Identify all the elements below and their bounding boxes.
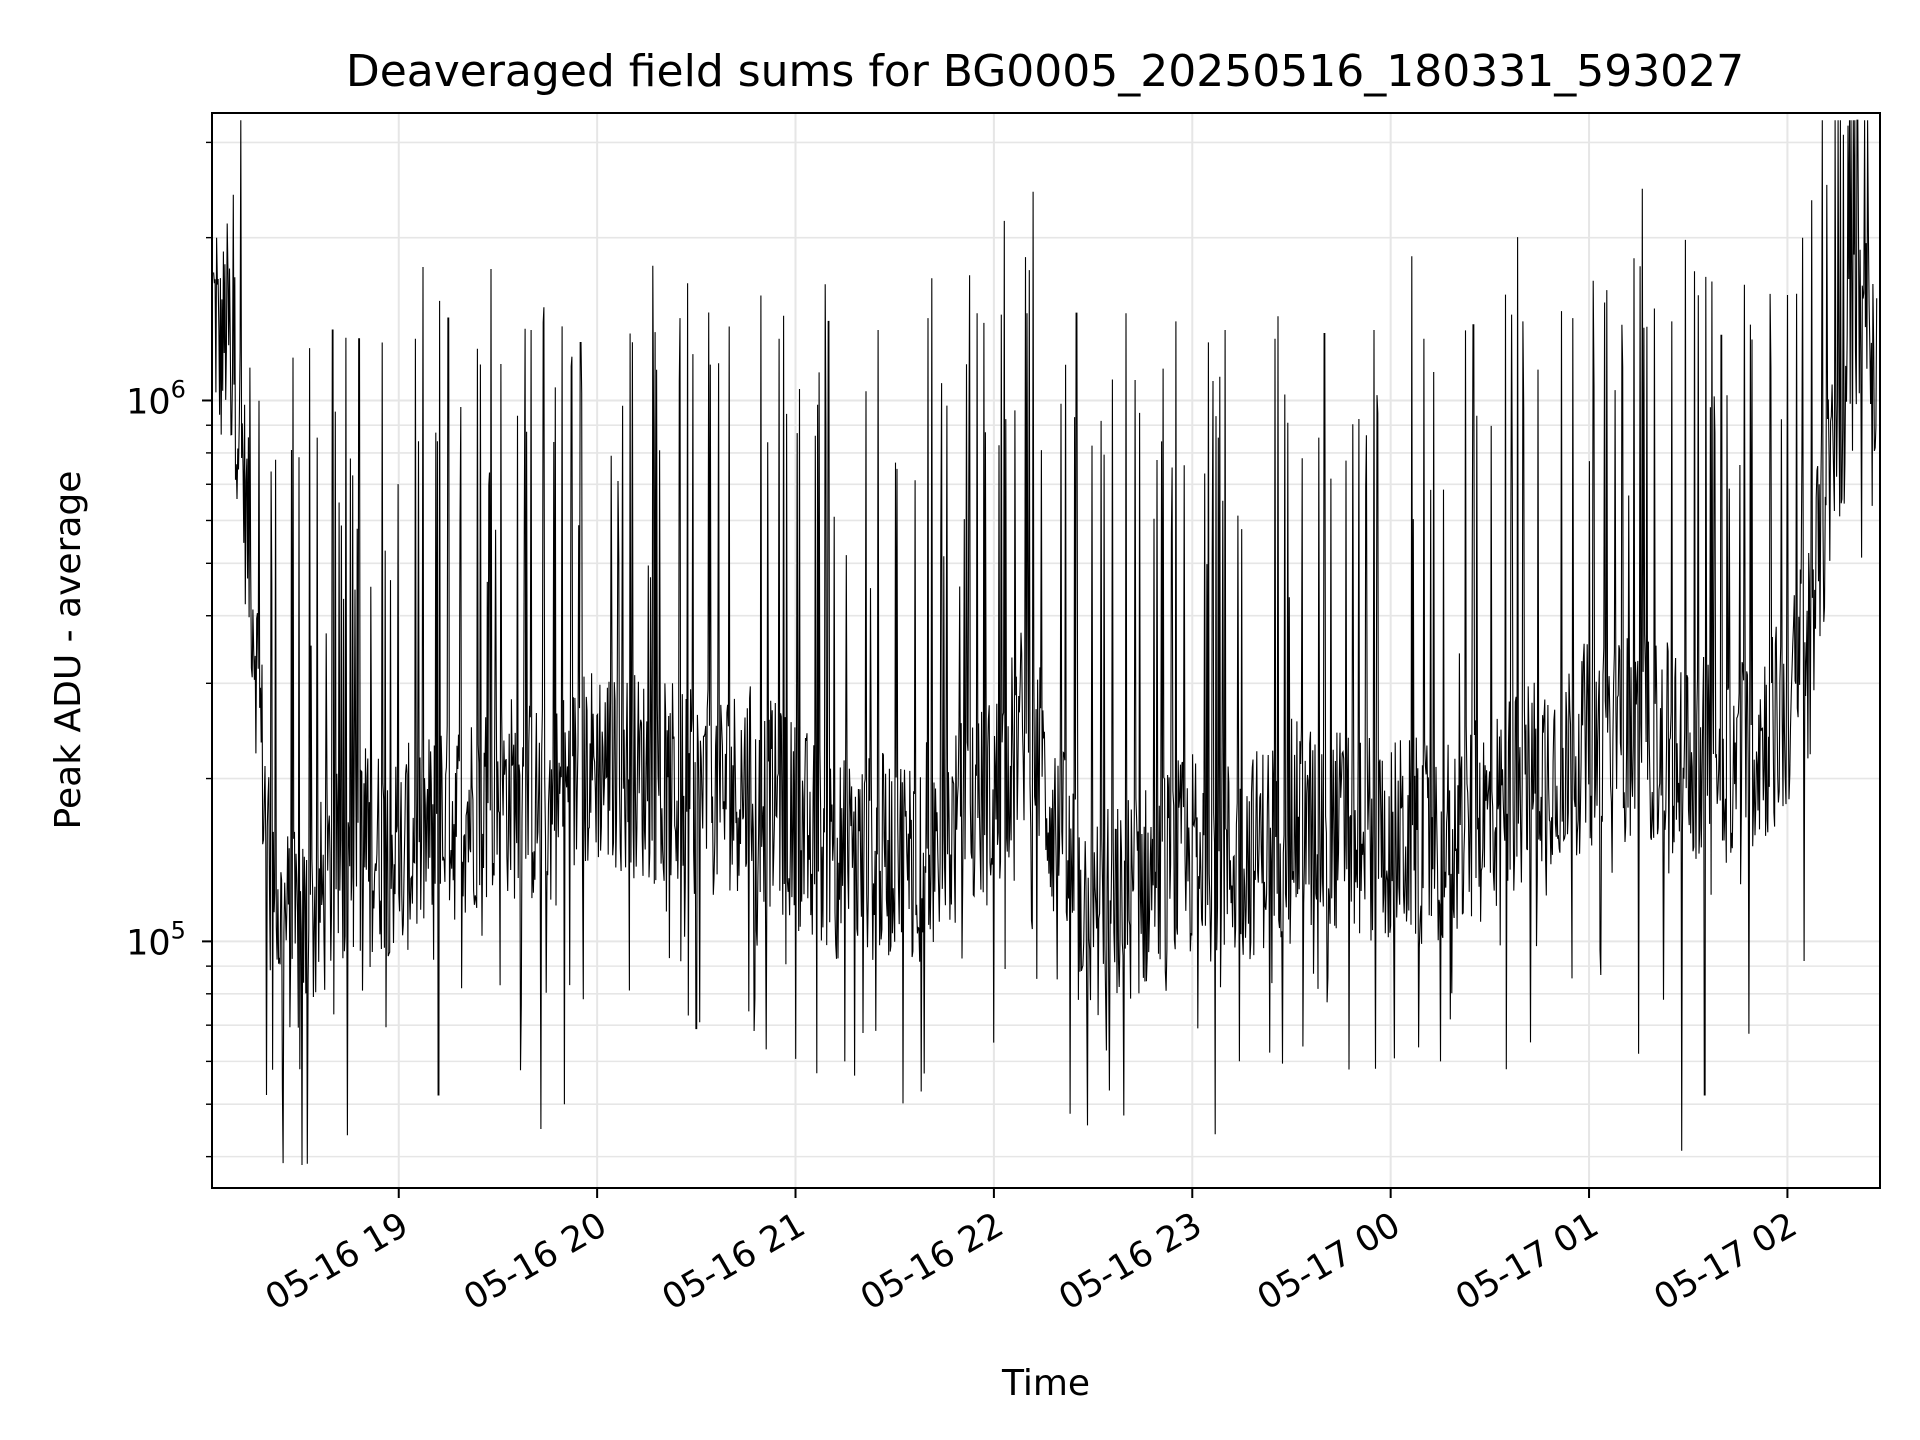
y-tick-exponent: 5 (171, 916, 186, 944)
chart-title: Deaveraged field sums for BG0005_2025051… (346, 46, 1744, 97)
series-line (213, 119, 1878, 1166)
y-tick-label: 106 (126, 375, 186, 422)
y-tick-base: 10 (126, 923, 171, 963)
y-axis-label: Peak ADU - average (48, 471, 89, 830)
plot-frame (211, 112, 1881, 1189)
data-area (213, 119, 1878, 1166)
x-axis-label: Time (1001, 1363, 1090, 1404)
y-tick-label: 105 (126, 916, 186, 963)
y-tick-base: 10 (126, 382, 171, 422)
y-tick-exponent: 6 (171, 375, 186, 403)
